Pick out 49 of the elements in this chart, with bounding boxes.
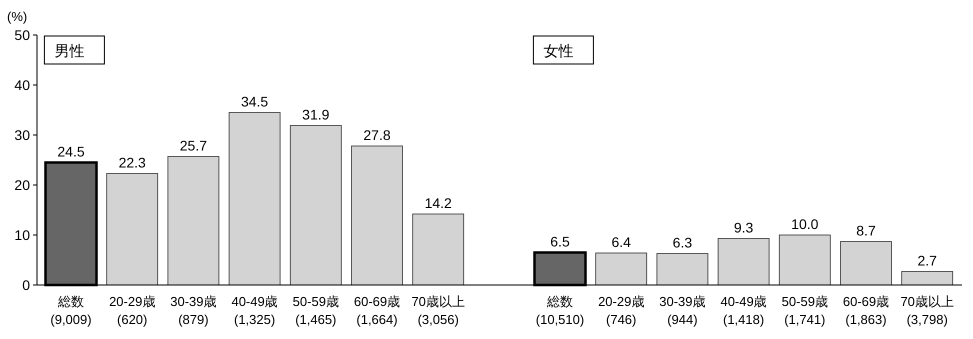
data-label: 8.7 [856, 222, 876, 238]
bar [901, 271, 954, 286]
x-tick-label: 70歳以上 (3,798) [900, 294, 954, 327]
x-tick-label: 40-49歳 (1,325) [231, 294, 278, 327]
data-label: 27.8 [363, 127, 391, 143]
x-tick-label: 20-29歳 (746) [598, 294, 644, 327]
data-label: 10.0 [791, 216, 819, 232]
x-tick-label: 30-39歳 (944) [659, 294, 706, 327]
bar [718, 238, 770, 286]
data-label: 6.3 [672, 234, 692, 250]
data-label: 14.2 [424, 195, 452, 211]
bar [228, 112, 280, 286]
x-tick-label: 総数 (10,510) [536, 294, 584, 327]
bar [106, 173, 158, 286]
y-tick-label: 20 [14, 177, 30, 193]
data-label: 25.7 [180, 138, 208, 154]
y-tick-label: 50 [14, 27, 30, 43]
x-tick-label: 50-59歳 (1,741) [782, 294, 828, 327]
x-tick-label: 60-69歳 (1,863) [842, 294, 890, 327]
y-tick-label: 40 [14, 77, 30, 93]
x-tick-label: 70歳以上 (3,056) [411, 294, 465, 327]
data-label: 6.4 [611, 234, 632, 250]
bar [412, 214, 464, 286]
x-tick-label: 20-29歳 (620) [109, 294, 156, 327]
x-tick-label: 50-59歳 (1,465) [292, 294, 339, 327]
bar [595, 252, 648, 286]
y-axis-title: (%) [7, 9, 28, 24]
data-label: 9.3 [734, 220, 754, 236]
data-label: 31.9 [302, 106, 330, 122]
data-label: 2.7 [917, 252, 938, 268]
bar [168, 156, 220, 286]
x-tick-label: 60-69歳 (1,664) [354, 294, 400, 327]
text: 女性 [543, 43, 574, 60]
x-tick-label: 40-49歳 (1,418) [720, 294, 767, 327]
bar [351, 146, 403, 286]
data-label: 6.5 [550, 234, 570, 250]
y-tick-label: 30 [14, 127, 30, 143]
x-tick-label: 総数 (9,009) [50, 294, 92, 327]
data-label: 22.3 [118, 154, 146, 170]
bar [840, 241, 892, 286]
data-label: 34.5 [240, 94, 268, 110]
data-label: 24.5 [57, 144, 85, 160]
y-tick-label: 0 [22, 277, 30, 293]
x-tick-label: 30-39歳 (879) [170, 294, 217, 327]
bar [290, 125, 342, 286]
text: 男性 [54, 43, 84, 60]
bar [778, 234, 831, 286]
y-tick-label: 10 [14, 227, 30, 243]
bar [656, 253, 708, 286]
